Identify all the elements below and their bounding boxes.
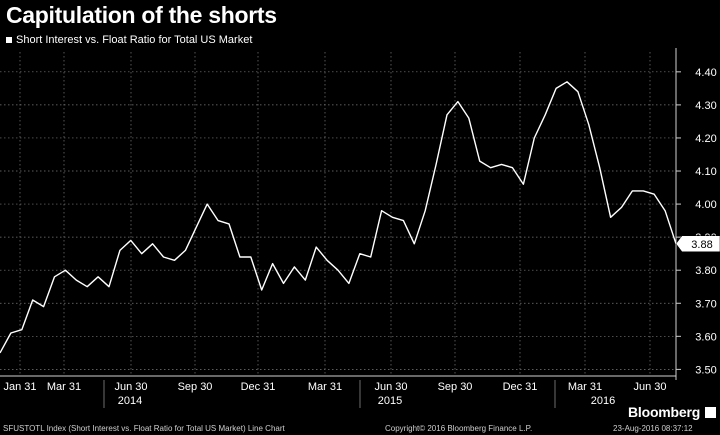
year-label: 2015 <box>378 395 402 407</box>
x-tick-label: Dec 31 <box>241 381 276 393</box>
y-tick-label: 4.00 <box>695 199 716 211</box>
y-tick-label: 4.20 <box>695 133 716 145</box>
x-tick-label: Sep 30 <box>438 381 473 393</box>
grid <box>0 52 676 376</box>
footer: SFUSTOTL Index (Short Interest vs. Float… <box>0 420 720 435</box>
legend: Short Interest vs. Float Ratio for Total… <box>6 34 252 46</box>
y-tick-label: 4.10 <box>695 166 716 178</box>
footer-timestamp: 23-Aug-2016 08:37:12 <box>613 424 693 433</box>
legend-swatch <box>6 37 12 43</box>
x-tick-label: Jun 30 <box>374 381 407 393</box>
footer-source: SFUSTOTL Index (Short Interest vs. Float… <box>3 424 285 433</box>
x-tick-label: Jun 30 <box>114 381 147 393</box>
last-value-label: 3.88 <box>691 239 712 251</box>
series-line <box>0 81 677 354</box>
last-value-badge <box>675 235 720 253</box>
year-label: 2014 <box>118 395 142 407</box>
series: 3.88 <box>0 81 720 354</box>
x-tick-label: Dec 31 <box>503 381 538 393</box>
y-tick-label: 4.40 <box>695 67 716 79</box>
x-tick-label: Mar 31 <box>47 381 81 393</box>
x-tick-label: Jun 30 <box>633 381 666 393</box>
y-tick-label: 4.30 <box>695 100 716 112</box>
y-axis: 3.503.603.703.803.904.004.104.204.304.40 <box>675 48 717 380</box>
bloomberg-logo: Bloomberg <box>628 404 701 420</box>
x-tick-label: Mar 31 <box>308 381 342 393</box>
x-tick-label: Sep 30 <box>178 381 213 393</box>
x-tick-label: Mar 31 <box>568 381 602 393</box>
year-label: 2016 <box>591 395 615 407</box>
x-tick-label: Jan 31 <box>3 381 36 393</box>
bloomberg-mark-icon <box>705 407 716 418</box>
footer-copyright: Copyright© 2016 Bloomberg Finance L.P. <box>385 424 533 433</box>
chart-title: Capitulation of the shorts <box>6 2 277 28</box>
x-axis: Jan 31 Mar 31 Jun 30 Sep 30 Dec 31 Mar 31 Jun … <box>0 375 676 408</box>
legend-label: Short Interest vs. Float Ratio for Total… <box>16 34 253 46</box>
y-tick-label: 3.60 <box>695 331 716 343</box>
y-tick-label: 3.50 <box>695 364 716 376</box>
y-tick-label: 3.80 <box>695 265 716 277</box>
y-tick-label: 3.70 <box>695 298 716 310</box>
